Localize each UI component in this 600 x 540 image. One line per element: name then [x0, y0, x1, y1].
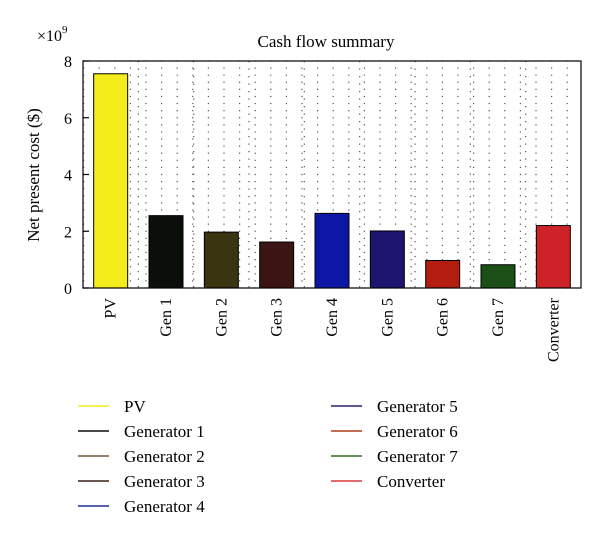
chart-title: Cash flow summary [258, 32, 395, 51]
y-tick-label: 4 [64, 168, 72, 185]
bars [93, 73, 571, 289]
y-tick-label: 8 [64, 54, 72, 71]
legend-label: Generator 1 [124, 422, 205, 441]
y-tick-label: 2 [64, 224, 72, 241]
y-axis-exponent: ×109 [37, 24, 68, 45]
x-tick-label: Gen 1 [158, 298, 175, 337]
y-axis-exponent-base: ×10 [37, 28, 62, 45]
x-tick-label: Converter [545, 297, 562, 362]
x-tick-label: PV [103, 298, 120, 319]
legend: PV Generator 1 Generator 2 Generator 3 Gener… [78, 397, 458, 516]
bar [480, 264, 516, 289]
x-tick-label: Gen 6 [435, 298, 452, 337]
x-tick-labels: PV Gen 1 Gen 2 Gen 3 Gen 4 Gen 5 Gen 6 Gen 7 Con… [103, 297, 563, 362]
bar [203, 231, 239, 289]
y-axis-exponent-power: 9 [62, 24, 68, 36]
x-tick-label: Gen 2 [213, 298, 230, 337]
bar [369, 230, 405, 289]
x-tick-label: Gen 3 [269, 298, 286, 337]
bar [93, 73, 129, 289]
x-tick-label: Gen 4 [324, 298, 341, 337]
bar [314, 212, 350, 289]
legend-label: Generator 5 [377, 397, 458, 416]
y-tick-label: 6 [64, 111, 72, 128]
legend-label: Generator 2 [124, 447, 205, 466]
x-tick-label: Gen 7 [490, 298, 507, 337]
y-axis-label: Net present cost ($) [24, 108, 43, 242]
bar [259, 241, 295, 289]
bar [535, 225, 571, 289]
legend-label: Generator 7 [377, 447, 458, 466]
x-tick-label: Gen 5 [379, 298, 396, 337]
legend-label: Generator 3 [124, 472, 205, 491]
legend-label: PV [124, 397, 146, 416]
bar [148, 215, 184, 289]
legend-label: Converter [377, 472, 445, 491]
grid [83, 60, 581, 289]
legend-label: Generator 6 [377, 422, 458, 441]
bar [425, 259, 461, 289]
legend-label: Generator 4 [124, 497, 205, 516]
y-tick-label: 0 [64, 281, 72, 298]
y-ticks: 0 2 4 6 8 [64, 54, 89, 298]
